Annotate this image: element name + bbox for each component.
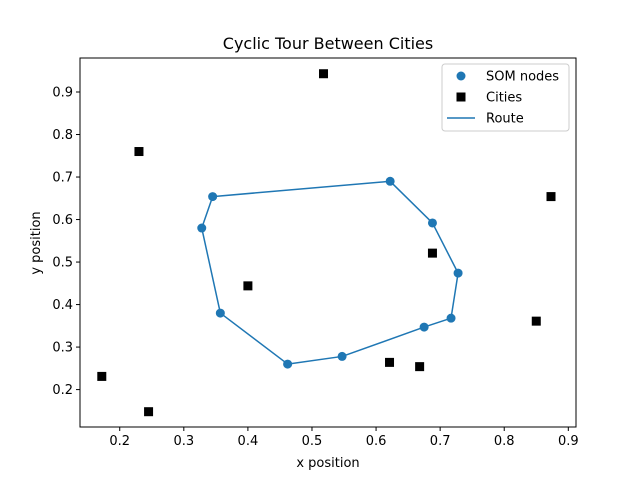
city-point: [319, 69, 329, 79]
axes-frame: [79, 57, 577, 428]
y-tick-label: 0.9: [52, 86, 73, 101]
y-tick-label: 0.4: [52, 298, 73, 313]
x-tick-label: 0.2: [109, 434, 130, 449]
som-node-point: [215, 308, 225, 318]
y-tick-label: 0.3: [52, 341, 73, 356]
city-point: [427, 248, 437, 258]
city-point: [385, 357, 395, 367]
y-tick-label: 0.8: [52, 128, 73, 143]
x-tick-label: 0.5: [302, 434, 323, 449]
y-tick-label: 0.6: [52, 213, 73, 228]
som-node-point: [283, 359, 293, 369]
som-node-point: [197, 223, 207, 233]
x-tick-label: 0.4: [238, 434, 259, 449]
som-node-point: [446, 313, 456, 323]
legend-cities-marker: [456, 92, 466, 102]
x-tick-label: 0.9: [558, 434, 579, 449]
legend: SOM nodes Cities Route: [441, 63, 570, 132]
som-node-point: [385, 176, 395, 186]
chart-title: Cyclic Tour Between Cities: [223, 34, 433, 53]
som-node-point: [419, 322, 429, 332]
city-point: [144, 407, 154, 417]
som-node-point: [453, 268, 463, 278]
city-point: [97, 371, 107, 381]
y-tick-label: 0.2: [52, 383, 73, 398]
y-tick-label: 0.7: [52, 171, 73, 186]
x-tick-label: 0.6: [366, 434, 387, 449]
som-node-point: [427, 218, 437, 228]
legend-label: Cities: [486, 91, 522, 106]
legend-som-nodes-marker: [456, 71, 466, 81]
x-tick-label: 0.3: [173, 434, 194, 449]
axes: 0.2 0.3 0.4 0.5 0.6 0.7 0.8 0.9 0.2 0.3 0.4 0.5 0.6 0…: [52, 57, 579, 449]
city-point: [243, 281, 253, 291]
legend-box: [441, 63, 570, 132]
x-axis-label: x position: [296, 456, 359, 471]
y-axis-label: y position: [29, 211, 44, 274]
city-point: [531, 316, 541, 326]
plot-area: [97, 69, 556, 417]
legend-label: SOM nodes: [486, 70, 559, 85]
city-point: [134, 147, 144, 157]
x-tick-label: 0.8: [494, 434, 515, 449]
city-point: [415, 362, 425, 372]
legend-label: Route: [486, 112, 524, 127]
som-node-point: [337, 351, 347, 361]
city-point: [546, 192, 556, 202]
y-tick-label: 0.5: [52, 256, 73, 271]
x-tick-label: 0.7: [430, 434, 451, 449]
som-node-point: [208, 192, 218, 202]
